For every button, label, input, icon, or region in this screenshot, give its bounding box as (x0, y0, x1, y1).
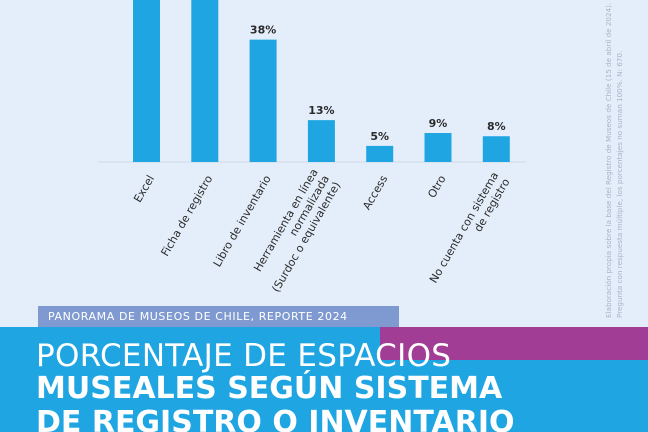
bar-value-label-4: 5% (370, 130, 389, 143)
bar-value-label-2: 38% (250, 24, 276, 37)
category-label-4: Access (360, 173, 390, 212)
report-tag: PANORAMA DE MUSEOS DE CHILE, REPORTE 202… (38, 306, 399, 327)
title-line-3: DE REGISTRO O INVENTARIO (36, 405, 515, 432)
category-label-line: Ficha de registro (159, 173, 216, 259)
title-accent-block (380, 327, 648, 360)
category-label-5: Otro (425, 173, 448, 201)
bar-0 (133, 0, 160, 162)
category-label-line: Otro (425, 173, 448, 201)
bar-3 (307, 120, 335, 162)
category-label-line: Access (360, 173, 390, 212)
bar-4 (366, 145, 394, 162)
source-note-line2: Pregunta con respuesta múltiple, los por… (614, 50, 624, 318)
bar-1 (191, 0, 219, 162)
title-band: PORCENTAJE DE ESPACIOS MUSEALES SEGÚN SI… (0, 327, 648, 432)
bar-value-label-5: 9% (429, 117, 448, 130)
title-line-1: PORCENTAJE DE ESPACIOS (36, 338, 452, 374)
bar-2 (249, 39, 277, 162)
bar-value-label-3: 13% (308, 104, 334, 117)
category-label-line: Excel (131, 173, 157, 205)
bar-6 (482, 136, 510, 162)
category-label-1: Ficha de registro (159, 173, 216, 259)
title-line-2: MUSEALES SEGÚN SISTEMA (36, 371, 503, 406)
source-note: Elaboración propia sobre la base del Reg… (604, 0, 640, 318)
bar-chart: 38%13%5%9% 8% Excel Ficha de registroLibro… (98, 0, 526, 294)
source-note-line1: Elaboración propia sobre la base del Reg… (604, 2, 613, 318)
category-label-0: Excel (131, 173, 157, 205)
bar-value-label-6: 8% (487, 120, 506, 133)
bar-5 (424, 133, 452, 162)
